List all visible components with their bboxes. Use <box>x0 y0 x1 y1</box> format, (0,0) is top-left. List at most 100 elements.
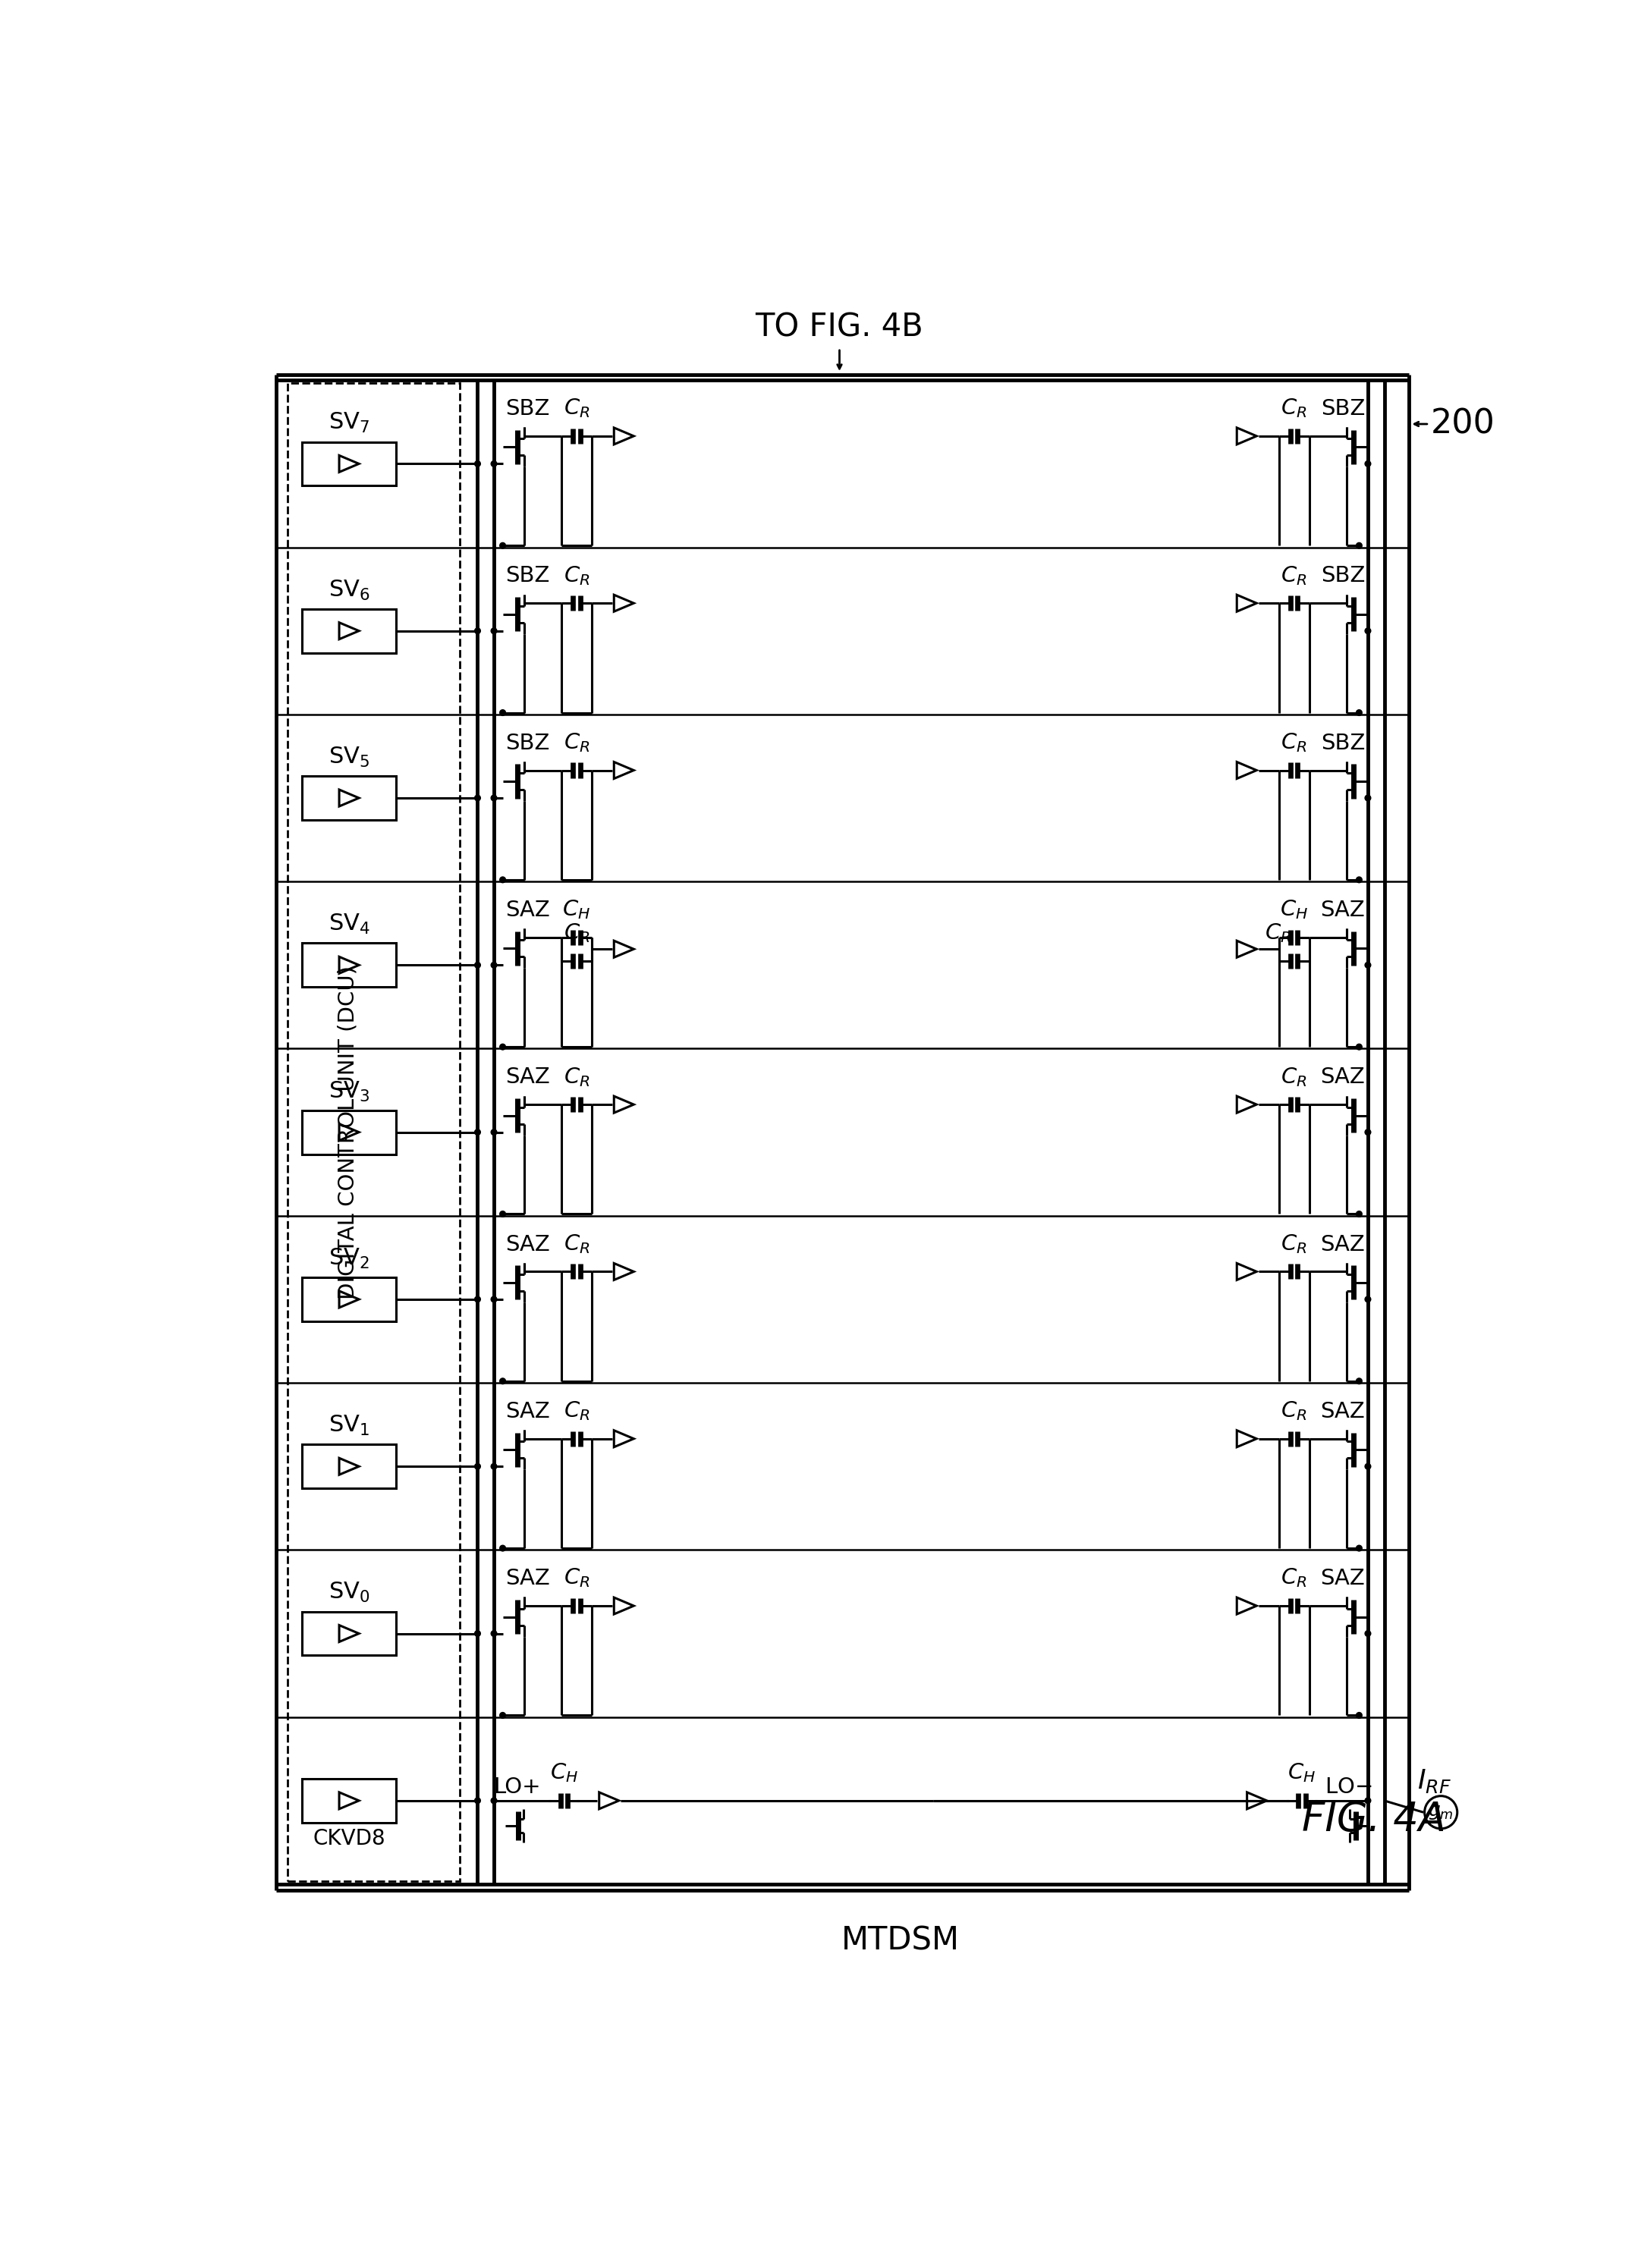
Text: SV$_6$: SV$_6$ <box>328 578 370 601</box>
Circle shape <box>491 1631 496 1637</box>
Circle shape <box>1364 1631 1371 1637</box>
Circle shape <box>1356 1211 1363 1218</box>
Text: SV$_0$: SV$_0$ <box>328 1581 370 1606</box>
Bar <box>303 1445 396 1488</box>
Circle shape <box>475 1799 480 1803</box>
Circle shape <box>500 1712 506 1719</box>
Circle shape <box>475 1297 480 1302</box>
Text: SAZ: SAZ <box>506 1567 550 1590</box>
Text: SV$_4$: SV$_4$ <box>328 912 370 937</box>
Text: SAZ: SAZ <box>1320 1402 1364 1422</box>
Text: SAZ: SAZ <box>1320 1234 1364 1254</box>
Circle shape <box>1356 710 1363 717</box>
Circle shape <box>491 796 496 801</box>
Text: SV$_2$: SV$_2$ <box>329 1247 370 1270</box>
Text: SAZ: SAZ <box>506 1234 550 1254</box>
Bar <box>303 1778 396 1823</box>
Text: SAZ: SAZ <box>506 1402 550 1422</box>
Text: LO+: LO+ <box>493 1776 541 1799</box>
Text: $C_R$: $C_R$ <box>563 1232 590 1254</box>
Text: $C_R$: $C_R$ <box>1281 397 1307 420</box>
Text: LO$-$: LO$-$ <box>1325 1776 1373 1799</box>
Text: SAZ: SAZ <box>506 900 550 921</box>
Bar <box>303 943 396 987</box>
Text: $C_H$: $C_H$ <box>1287 1762 1315 1785</box>
Circle shape <box>500 1545 506 1551</box>
Text: SV$_1$: SV$_1$ <box>329 1413 370 1438</box>
Text: FIG. 4A: FIG. 4A <box>1302 1801 1446 1839</box>
Circle shape <box>500 878 506 882</box>
Text: $C_R$: $C_R$ <box>1265 921 1291 943</box>
Text: $C_H$: $C_H$ <box>1279 898 1309 921</box>
Text: SBZ: SBZ <box>1320 733 1364 753</box>
Circle shape <box>1356 1043 1363 1050</box>
Text: $C_R$: $C_R$ <box>563 730 590 753</box>
Text: $g_m$: $g_m$ <box>1428 1803 1453 1821</box>
Text: SAZ: SAZ <box>1320 900 1364 921</box>
Circle shape <box>1364 1799 1371 1803</box>
Bar <box>303 1277 396 1322</box>
Circle shape <box>1364 628 1371 633</box>
Circle shape <box>500 710 506 717</box>
Circle shape <box>475 796 480 801</box>
Circle shape <box>500 1211 506 1218</box>
Circle shape <box>500 1043 506 1050</box>
Bar <box>303 1613 396 1656</box>
Circle shape <box>491 1129 496 1134</box>
Text: SBZ: SBZ <box>506 399 550 420</box>
Text: SBZ: SBZ <box>1320 399 1364 420</box>
Bar <box>288 383 460 1880</box>
Text: $C_H$: $C_H$ <box>562 898 591 921</box>
Text: SBZ: SBZ <box>506 565 550 587</box>
Text: $C_R$: $C_R$ <box>1281 1399 1307 1422</box>
Circle shape <box>1356 1545 1363 1551</box>
Text: $I_{RF}$: $I_{RF}$ <box>1417 1767 1451 1794</box>
Bar <box>303 1111 396 1154</box>
Circle shape <box>491 1463 496 1470</box>
Text: 200: 200 <box>1432 408 1495 440</box>
Circle shape <box>475 460 480 467</box>
Circle shape <box>475 628 480 633</box>
Text: $C_R$: $C_R$ <box>563 1399 590 1422</box>
Text: $C_H$: $C_H$ <box>550 1762 578 1785</box>
Text: MTDSM: MTDSM <box>842 1926 960 1957</box>
Text: SAZ: SAZ <box>1320 1567 1364 1590</box>
Circle shape <box>491 460 496 467</box>
Text: $C_R$: $C_R$ <box>1281 1066 1307 1089</box>
Text: SV$_5$: SV$_5$ <box>329 746 370 769</box>
Circle shape <box>1364 962 1371 968</box>
Text: SV$_7$: SV$_7$ <box>329 411 370 435</box>
Text: TO FIG. 4B: TO FIG. 4B <box>755 311 924 342</box>
Text: SBZ: SBZ <box>506 733 550 753</box>
Bar <box>303 442 396 485</box>
Text: $C_R$: $C_R$ <box>563 921 590 943</box>
Circle shape <box>475 1631 480 1637</box>
Bar <box>303 776 396 821</box>
Circle shape <box>1364 1297 1371 1302</box>
Circle shape <box>1356 1379 1363 1383</box>
Circle shape <box>475 962 480 968</box>
Text: $C_R$: $C_R$ <box>563 397 590 420</box>
Circle shape <box>1356 878 1363 882</box>
Circle shape <box>475 1129 480 1134</box>
Text: $C_R$: $C_R$ <box>563 1567 590 1590</box>
Circle shape <box>1364 1463 1371 1470</box>
Circle shape <box>500 542 506 549</box>
Circle shape <box>1364 460 1371 467</box>
Text: $C_R$: $C_R$ <box>1281 1567 1307 1590</box>
Circle shape <box>1364 796 1371 801</box>
Bar <box>303 610 396 653</box>
Circle shape <box>1364 1129 1371 1134</box>
Circle shape <box>491 962 496 968</box>
Circle shape <box>491 1799 496 1803</box>
Text: $C_R$: $C_R$ <box>1281 565 1307 587</box>
Text: CKVD8: CKVD8 <box>313 1828 385 1851</box>
Circle shape <box>475 1463 480 1470</box>
Circle shape <box>500 1379 506 1383</box>
Circle shape <box>491 1297 496 1302</box>
Circle shape <box>1356 542 1363 549</box>
Text: SAZ: SAZ <box>1320 1066 1364 1089</box>
Circle shape <box>1356 1712 1363 1719</box>
Text: $C_R$: $C_R$ <box>563 1066 590 1089</box>
Text: $C_R$: $C_R$ <box>1281 1232 1307 1254</box>
